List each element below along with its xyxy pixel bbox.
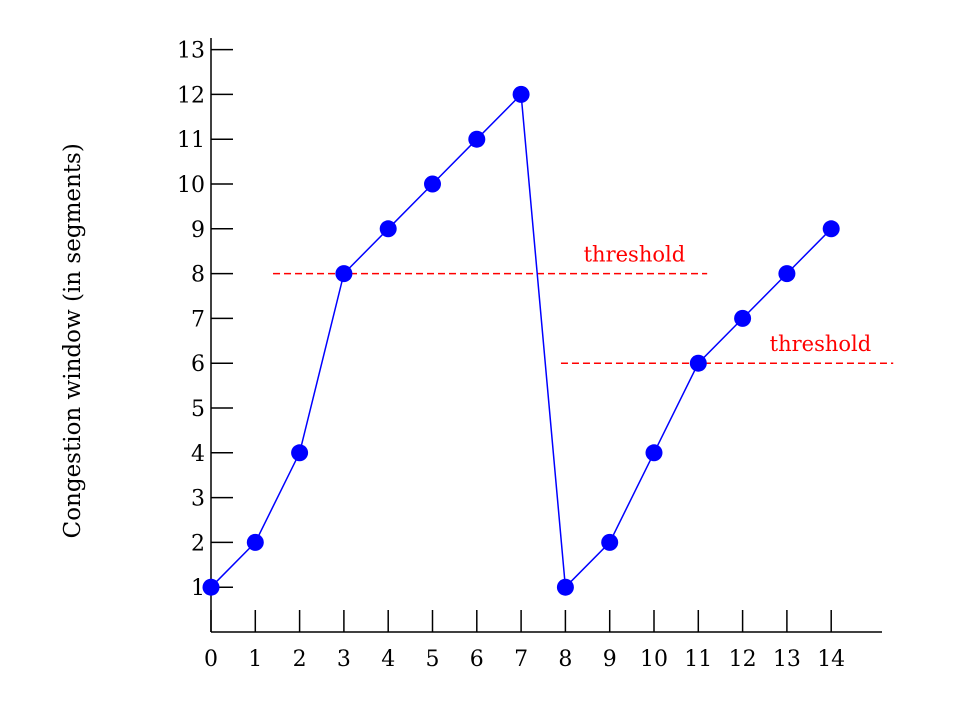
x-axis: 0 1 2 3 4 5 6 7 8 9 10 11 12 13 14: [204, 610, 882, 672]
threshold-label: threshold: [584, 243, 686, 267]
series-line: [210, 92, 832, 589]
y-axis-label: Congestion window (in segments): [60, 143, 86, 538]
data-point: [734, 309, 752, 327]
x-tick-label: 5: [426, 647, 440, 672]
x-tick-label: 13: [773, 647, 801, 672]
data-point: [512, 85, 530, 103]
data-point: [291, 444, 309, 462]
y-tick-label: 11: [177, 128, 205, 153]
y-tick-label: 3: [191, 487, 205, 512]
data-point: [822, 220, 840, 238]
series: [202, 85, 840, 596]
x-tick-label: 10: [640, 647, 668, 672]
x-tick-label: 11: [684, 647, 712, 672]
y-tick-label: 12: [177, 83, 205, 108]
x-tick-label: 2: [293, 647, 307, 672]
y-tick-label: 4: [191, 442, 205, 467]
data-point: [645, 444, 663, 462]
y-tick-label: 10: [177, 173, 205, 198]
data-point: [335, 265, 353, 283]
y-tick-label: 8: [191, 263, 205, 288]
x-tick-label: 8: [558, 647, 572, 672]
x-ticks: 0 1 2 3 4 5 6 7 8 9 10 11 12 13 14: [204, 610, 845, 672]
x-tick-label: 6: [470, 647, 484, 672]
x-tick-label: 4: [381, 647, 395, 672]
x-tick-label: 1: [248, 647, 262, 672]
data-point: [246, 533, 264, 551]
y-tick-label: 6: [191, 352, 205, 377]
data-point: [468, 130, 486, 148]
data-point: [689, 354, 707, 372]
threshold-lines: threshold threshold: [273, 243, 894, 364]
y-tick-label: 13: [177, 39, 205, 64]
x-tick-label: 14: [817, 647, 845, 672]
y-tick-label: 5: [191, 397, 205, 422]
x-tick-label: 0: [204, 647, 218, 672]
data-point: [778, 265, 796, 283]
x-tick-label: 3: [337, 647, 351, 672]
x-tick-label: 9: [603, 647, 617, 672]
threshold-label: threshold: [770, 332, 872, 356]
data-point: [202, 578, 220, 596]
x-tick-label: 7: [514, 647, 528, 672]
y-tick-label: 1: [191, 576, 205, 601]
data-point: [424, 175, 441, 193]
data-point: [601, 533, 619, 551]
x-tick-label: 12: [729, 647, 757, 672]
y-tick-label: 7: [191, 307, 205, 332]
data-point: [379, 220, 397, 238]
data-point: [556, 578, 574, 596]
y-tick-label: 9: [191, 218, 205, 243]
y-tick-label: 2: [191, 531, 205, 556]
